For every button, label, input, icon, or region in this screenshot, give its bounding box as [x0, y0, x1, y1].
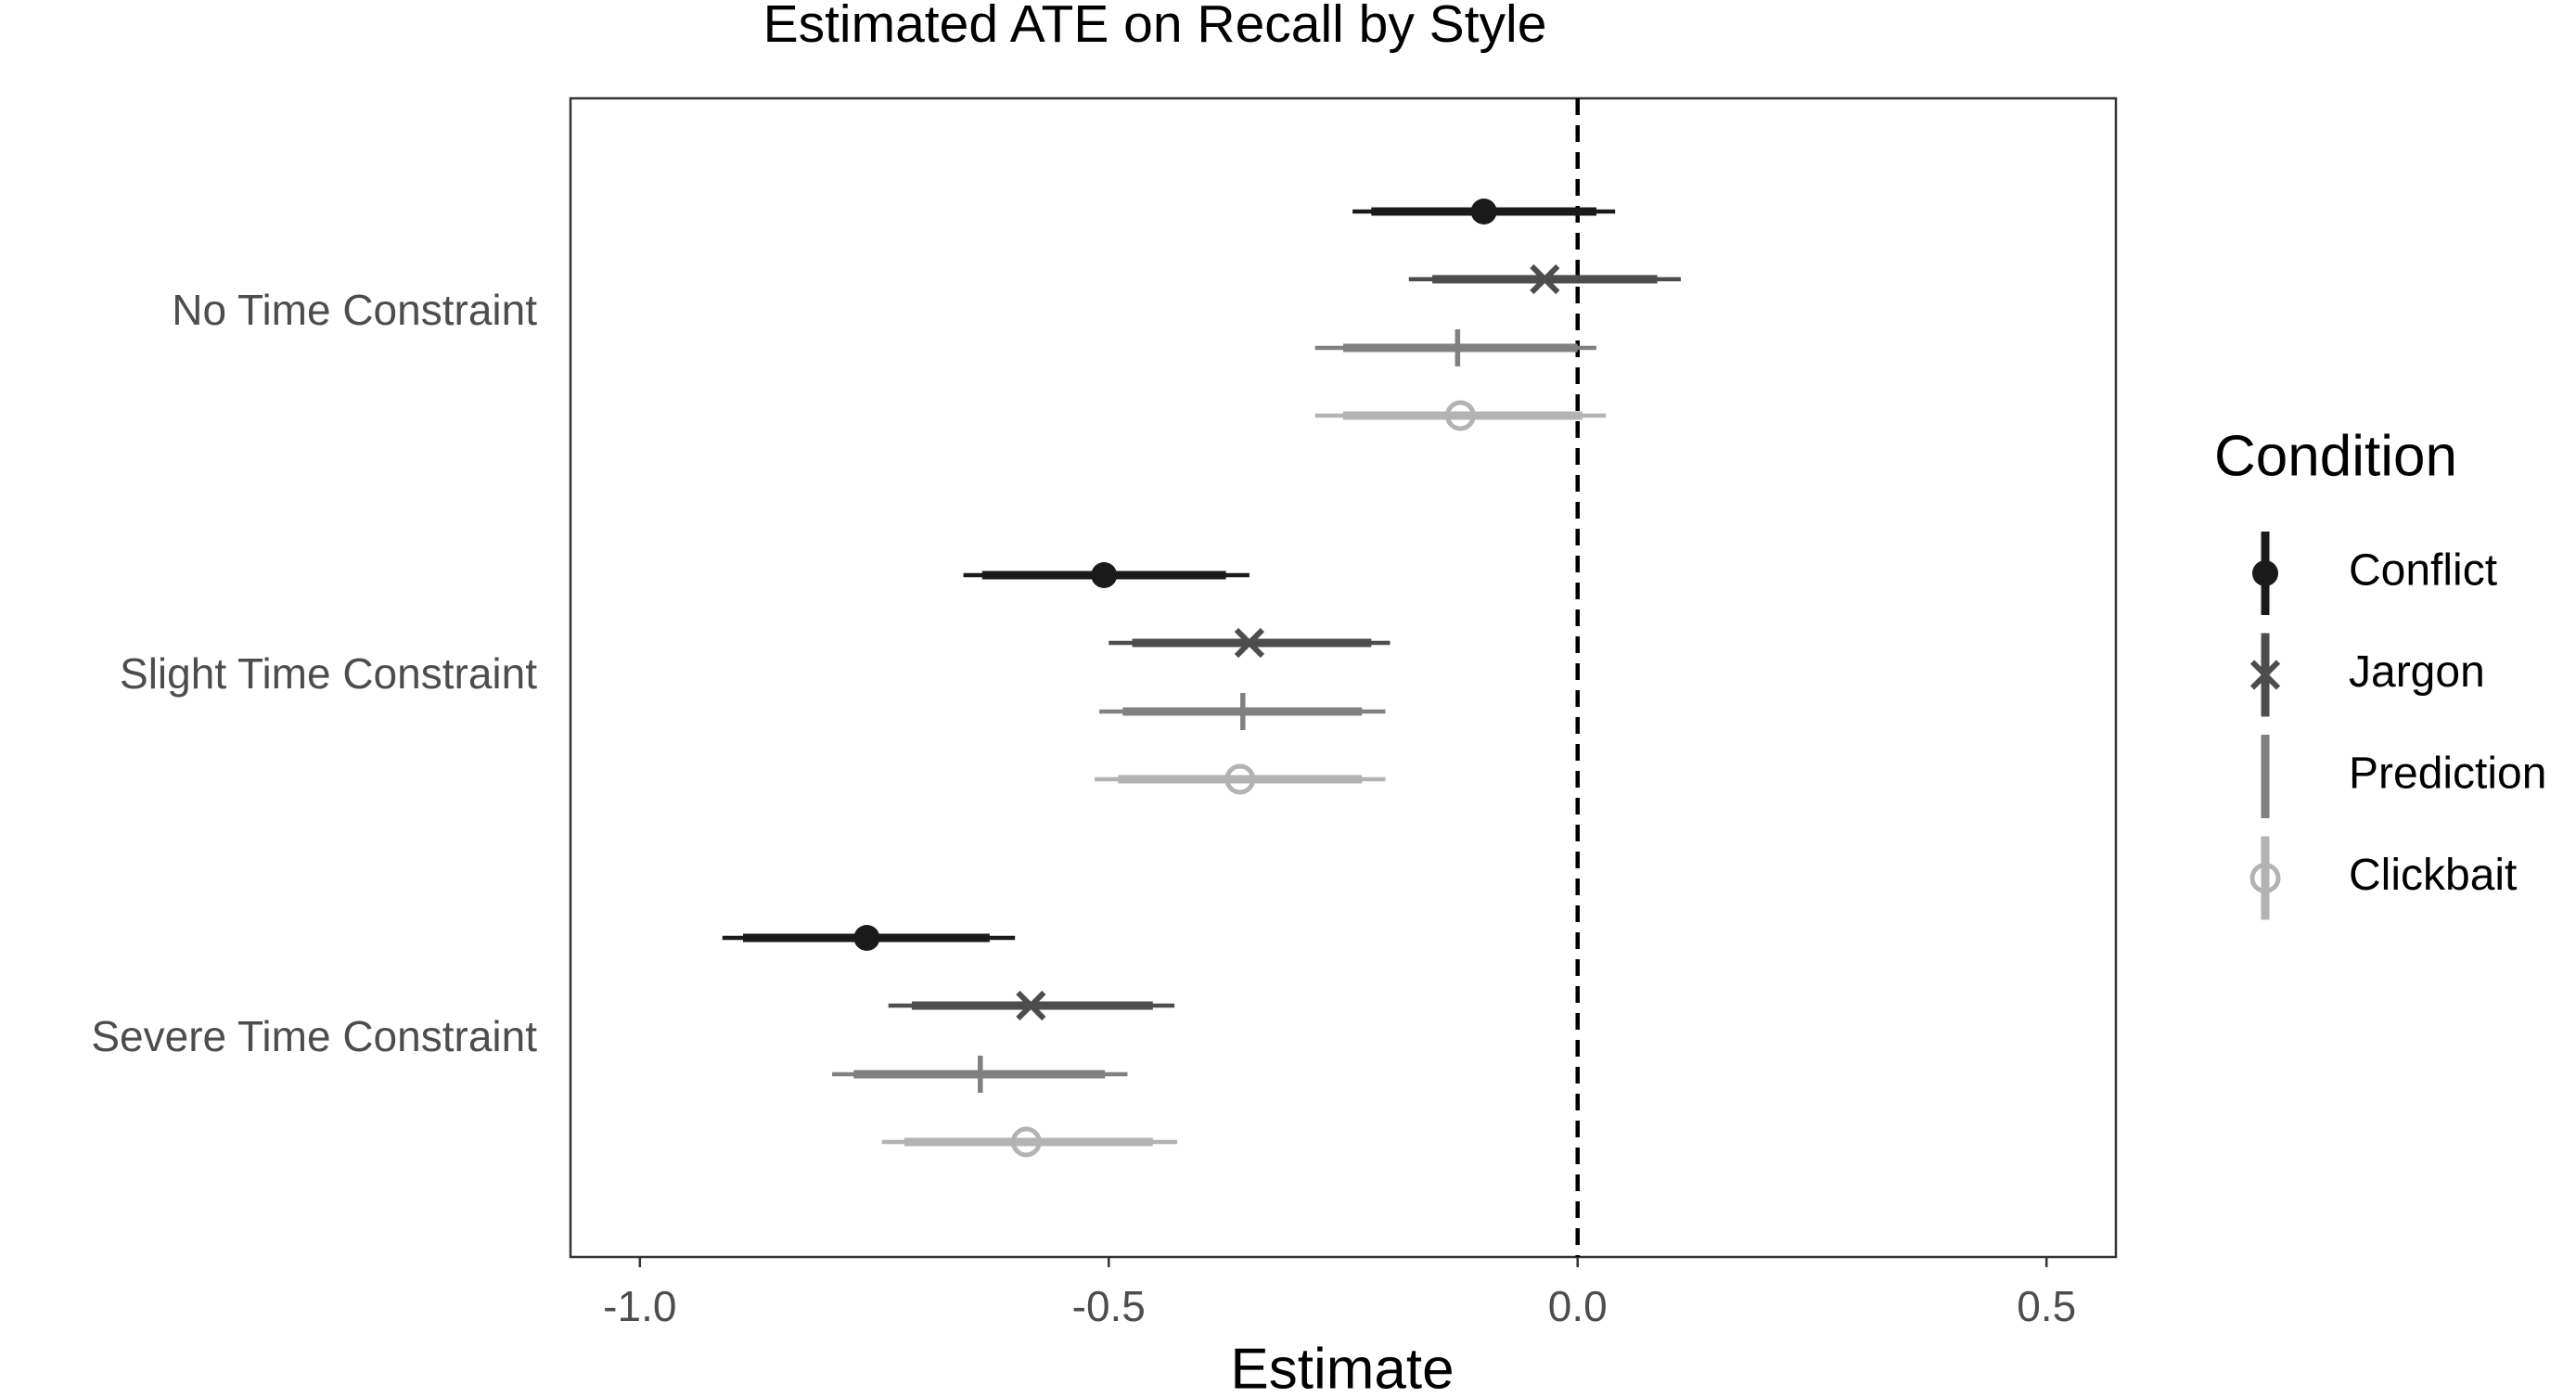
- estimate-point-part: [1010, 1126, 1042, 1158]
- x-axis-title: Estimate: [1230, 1337, 1454, 1398]
- estimate-point: [1091, 562, 1118, 588]
- legend-label: Jargon: [2349, 648, 2485, 697]
- estimate-point-part: [1530, 263, 1560, 295]
- x-tick-label: 0.5: [2017, 1282, 2076, 1330]
- estimate-point-part: [1091, 562, 1118, 588]
- legend-key-marker: [2249, 660, 2281, 690]
- estimate-point: [1016, 990, 1046, 1021]
- legend-label: Conflict: [2349, 546, 2497, 596]
- chart-title: Estimated ATE on Recall by Style: [763, 0, 1547, 54]
- x-tick-label: 0.0: [1548, 1282, 1608, 1330]
- y-tick-label: Severe Time Constraint: [91, 1012, 537, 1060]
- estimate-point: [1444, 400, 1476, 431]
- y-tick-label: Slight Time Constraint: [120, 649, 537, 698]
- y-tick-label: No Time Constraint: [172, 286, 537, 334]
- estimate-point-part: [1016, 990, 1046, 1021]
- legend-key-marker-part: [2249, 863, 2281, 893]
- estimate-point-part: [1444, 400, 1476, 431]
- estimate-point: [1470, 199, 1497, 224]
- estimate-point: [1530, 263, 1560, 295]
- legend-key-marker: [2249, 863, 2281, 893]
- x-tick-label: -0.5: [1072, 1282, 1146, 1330]
- legend-title: Condition: [2214, 424, 2457, 488]
- estimate-point-part: [853, 925, 880, 951]
- legend-label: Prediction: [2349, 750, 2546, 799]
- legend-label: Clickbait: [2349, 851, 2517, 900]
- estimate-point-part: [1224, 763, 1256, 795]
- legend-key-marker-part: [2249, 660, 2281, 690]
- estimate-point: [853, 925, 880, 951]
- plot-panel: [569, 96, 2118, 1259]
- legend-key-marker-part: [2252, 560, 2278, 586]
- estimate-point: [1234, 627, 1265, 659]
- legend-key-marker: [2252, 560, 2278, 586]
- estimate-point: [1224, 763, 1256, 795]
- x-tick-label: -1.0: [603, 1282, 676, 1330]
- estimate-point: [1010, 1126, 1042, 1158]
- estimate-point-part: [1470, 199, 1497, 224]
- estimate-point-part: [1234, 627, 1265, 659]
